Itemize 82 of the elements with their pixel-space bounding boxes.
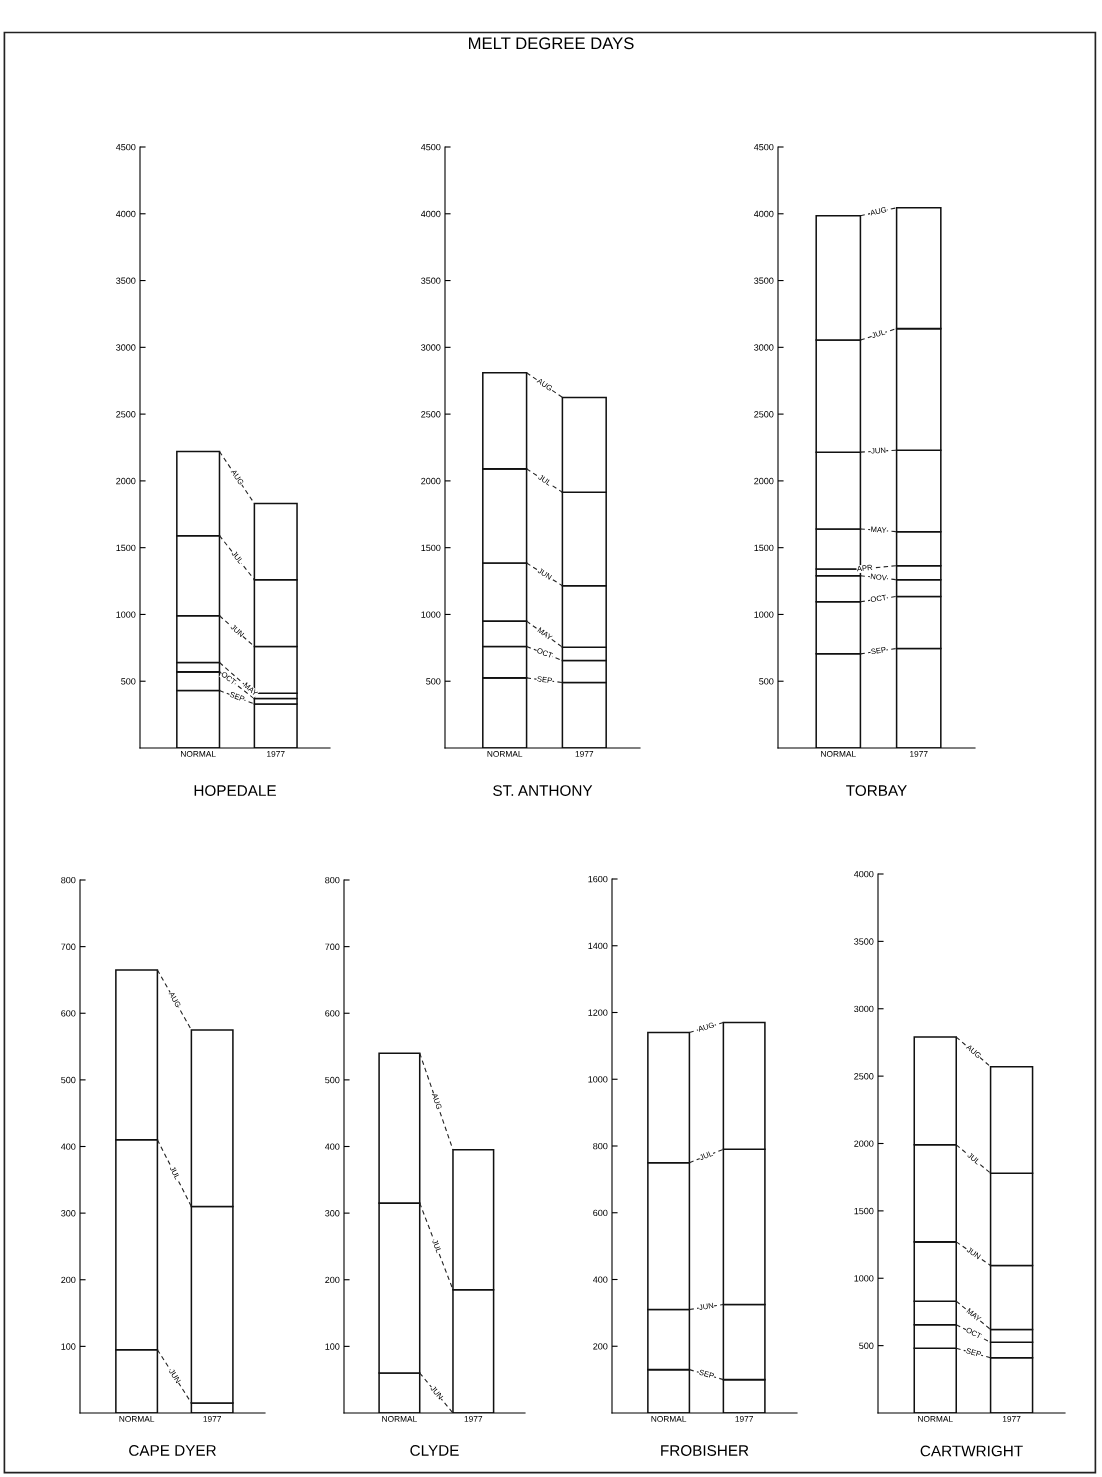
y-tick-label: 500 <box>121 678 136 685</box>
y-tick-label: 1500 <box>854 1207 874 1215</box>
y-tick-label: 600 <box>61 1010 76 1017</box>
text: CARTWRIGHT <box>920 1445 1023 1457</box>
y-tick-label: 1500 <box>754 544 774 552</box>
text: CAPE DYER <box>129 1445 216 1456</box>
y-tick-label: 3500 <box>421 277 441 284</box>
x-tick-label: NORMAL <box>487 751 523 757</box>
y-tick-label: 4000 <box>853 870 874 878</box>
y-tick-label: 400 <box>324 1143 340 1150</box>
x-tick-label: 1977 <box>735 1416 753 1422</box>
y-tick-label: 1200 <box>588 1009 608 1016</box>
x-tick-label: NORMAL <box>119 1416 155 1422</box>
x-tick-label: NORMAL <box>918 1416 953 1422</box>
y-tick-label: 600 <box>593 1209 608 1217</box>
text: HOPEDALE <box>194 785 276 796</box>
x-tick-label: 1977 <box>203 1416 221 1422</box>
y-tick-label: 500 <box>759 678 774 685</box>
y-tick-label: 2000 <box>754 477 774 485</box>
text: FROBISHER <box>661 1445 749 1456</box>
y-tick-label: 3000 <box>854 1005 874 1013</box>
y-tick-label: 3000 <box>421 344 441 351</box>
y-tick-label: 1000 <box>421 611 441 618</box>
y-tick-label: 1000 <box>588 1076 608 1083</box>
y-tick-label: 1600 <box>588 875 608 883</box>
y-tick-label: 800 <box>325 876 340 884</box>
y-tick-label: 200 <box>325 1276 340 1284</box>
y-tick-label: 2500 <box>116 411 136 418</box>
y-tick-label: 1500 <box>116 544 136 552</box>
y-tick-label: 4000 <box>115 210 136 218</box>
y-tick-label: 2000 <box>116 477 136 485</box>
y-tick-label: 400 <box>592 1276 608 1283</box>
y-tick-label: 3500 <box>754 277 774 284</box>
y-tick-label: 1000 <box>854 1275 874 1282</box>
x-tick-label: NORMAL <box>181 751 216 757</box>
y-tick-label: 2500 <box>854 1073 874 1080</box>
y-tick-label: 4000 <box>753 210 774 218</box>
y-tick-label: 200 <box>593 1343 608 1350</box>
y-tick-label: 700 <box>61 943 76 950</box>
y-tick-label: 2500 <box>421 411 441 418</box>
y-tick-label: 3500 <box>116 277 136 284</box>
x-tick-label: NORMAL <box>382 1416 417 1422</box>
bar <box>253 703 298 748</box>
y-tick-label: 4500 <box>420 143 441 151</box>
y-tick-label: 1500 <box>421 544 441 552</box>
y-tick-label: 2500 <box>754 411 774 418</box>
y-tick-label: 600 <box>325 1010 340 1017</box>
y-tick-label: 700 <box>325 943 340 950</box>
x-tick-label: NORMAL <box>821 751 856 757</box>
y-tick-label: 1000 <box>754 611 774 618</box>
x-tick-label: 1977 <box>464 1416 483 1422</box>
x-tick-label: 1977 <box>910 751 928 757</box>
y-tick-label: 4500 <box>115 143 136 151</box>
y-tick-label: 3000 <box>754 344 774 351</box>
x-tick-label: 1977 <box>267 751 285 757</box>
x-tick-label: 1977 <box>1002 1416 1021 1422</box>
y-tick-label: 1400 <box>588 942 608 950</box>
y-tick-label: 500 <box>325 1076 340 1084</box>
text: ST. ANTHONY <box>493 785 593 796</box>
y-tick-label: 1000 <box>116 611 136 618</box>
y-tick-label: 100 <box>61 1343 76 1350</box>
y-tick-label: 800 <box>61 876 76 884</box>
text: CLYDE <box>410 1445 459 1456</box>
y-tick-label: 800 <box>593 1142 608 1150</box>
y-tick-label: 400 <box>60 1143 76 1150</box>
y-tick-label: 300 <box>61 1210 76 1217</box>
y-tick-label: 100 <box>325 1343 340 1350</box>
x-tick-label: NORMAL <box>651 1416 687 1422</box>
y-tick-label: 3000 <box>116 344 136 351</box>
y-tick-label: 2000 <box>421 477 441 485</box>
y-tick-label: 300 <box>325 1210 340 1217</box>
y-tick-label: 4500 <box>753 143 774 151</box>
y-tick-label: 2000 <box>854 1140 874 1147</box>
y-tick-label: 200 <box>61 1276 76 1284</box>
x-tick-label: 1977 <box>575 751 594 757</box>
y-tick-label: 4000 <box>420 210 441 218</box>
y-tick-label: 500 <box>426 678 441 685</box>
text: MELT DEGREE DAYS <box>469 37 634 50</box>
y-tick-label: 500 <box>61 1076 76 1084</box>
y-tick-label: 3500 <box>854 938 874 945</box>
text: TORBAY <box>846 785 907 796</box>
y-tick-label: 500 <box>859 1342 874 1349</box>
